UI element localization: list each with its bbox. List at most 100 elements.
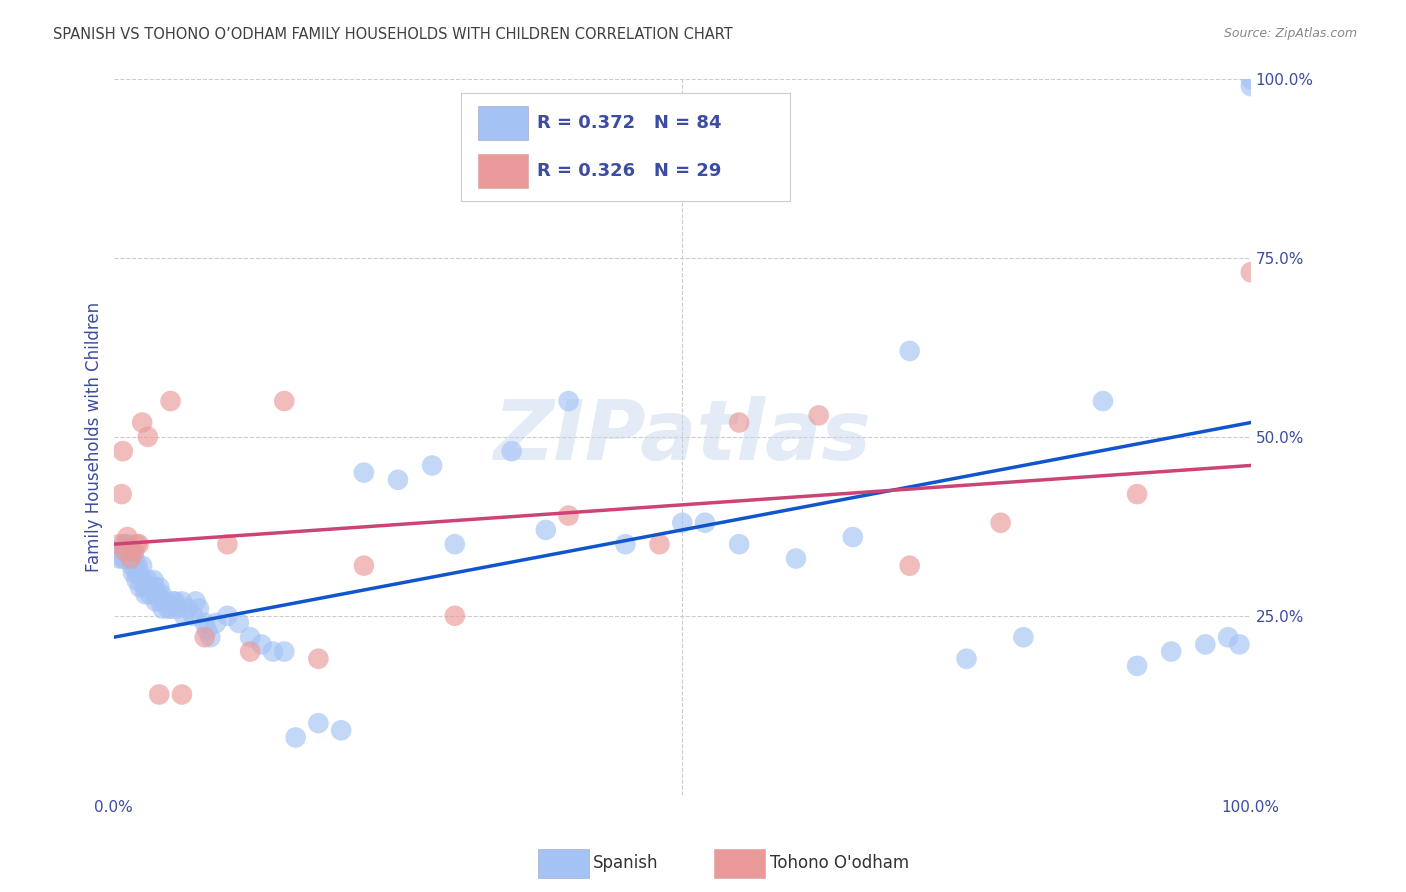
Point bbox=[273, 394, 295, 409]
Point bbox=[501, 444, 523, 458]
Point bbox=[131, 416, 153, 430]
Point bbox=[143, 580, 166, 594]
Point bbox=[125, 537, 148, 551]
Point bbox=[330, 723, 353, 738]
FancyBboxPatch shape bbox=[461, 94, 790, 201]
Point bbox=[217, 608, 239, 623]
Point bbox=[165, 594, 187, 608]
Point bbox=[124, 558, 146, 573]
Point bbox=[1012, 630, 1035, 644]
Point bbox=[807, 409, 830, 423]
Point bbox=[1240, 265, 1263, 279]
Point bbox=[165, 601, 187, 615]
Point bbox=[111, 551, 134, 566]
Point bbox=[898, 343, 921, 358]
Point bbox=[159, 394, 181, 409]
Point bbox=[728, 416, 751, 430]
Point bbox=[284, 731, 307, 745]
Point bbox=[307, 651, 329, 665]
Point bbox=[111, 444, 134, 458]
Point bbox=[194, 630, 217, 644]
Point bbox=[111, 487, 134, 501]
Point bbox=[128, 537, 150, 551]
Point bbox=[145, 594, 167, 608]
Point bbox=[444, 537, 467, 551]
Point bbox=[614, 537, 637, 551]
Text: R = 0.326   N = 29: R = 0.326 N = 29 bbox=[537, 161, 721, 179]
Point bbox=[262, 644, 284, 658]
Point bbox=[125, 573, 148, 587]
Point bbox=[205, 615, 228, 630]
Point bbox=[170, 594, 193, 608]
Point bbox=[117, 544, 139, 558]
Point bbox=[250, 637, 273, 651]
Point bbox=[162, 594, 184, 608]
Text: ZIPatlas: ZIPatlas bbox=[494, 396, 872, 477]
Point bbox=[128, 580, 150, 594]
Point bbox=[128, 566, 150, 580]
Point bbox=[148, 688, 170, 702]
Point bbox=[157, 601, 180, 615]
Point bbox=[120, 544, 142, 558]
Point bbox=[148, 580, 170, 594]
Point bbox=[122, 566, 145, 580]
Point bbox=[122, 544, 145, 558]
Point bbox=[1091, 394, 1114, 409]
Point bbox=[1240, 79, 1263, 94]
Point bbox=[273, 644, 295, 658]
Point bbox=[146, 587, 169, 601]
Point bbox=[150, 587, 173, 601]
Point bbox=[728, 537, 751, 551]
Text: SPANISH VS TOHONO O’ODHAM FAMILY HOUSEHOLDS WITH CHILDREN CORRELATION CHART: SPANISH VS TOHONO O’ODHAM FAMILY HOUSEHO… bbox=[53, 27, 733, 42]
FancyBboxPatch shape bbox=[478, 154, 527, 188]
Point bbox=[1216, 630, 1239, 644]
Point bbox=[152, 601, 174, 615]
Point bbox=[138, 580, 160, 594]
Point bbox=[173, 608, 195, 623]
Point bbox=[117, 530, 139, 544]
Point bbox=[136, 573, 159, 587]
Point bbox=[1229, 637, 1251, 651]
Point bbox=[112, 537, 135, 551]
FancyBboxPatch shape bbox=[478, 106, 527, 140]
Point bbox=[1160, 644, 1182, 658]
Point bbox=[353, 558, 375, 573]
Point bbox=[149, 594, 172, 608]
Point bbox=[1240, 72, 1263, 87]
Point bbox=[420, 458, 443, 473]
Point bbox=[121, 558, 143, 573]
Point bbox=[990, 516, 1012, 530]
Point bbox=[176, 601, 198, 615]
Point bbox=[131, 558, 153, 573]
Point bbox=[159, 601, 181, 615]
Point bbox=[353, 466, 375, 480]
Point bbox=[648, 537, 671, 551]
Point bbox=[120, 551, 142, 566]
Point bbox=[108, 551, 131, 566]
Point bbox=[239, 630, 262, 644]
Point bbox=[188, 601, 211, 615]
Point bbox=[139, 587, 162, 601]
Point bbox=[195, 623, 218, 637]
Point bbox=[114, 544, 136, 558]
Point bbox=[114, 537, 136, 551]
Point bbox=[1126, 487, 1149, 501]
Point bbox=[1194, 637, 1216, 651]
Y-axis label: Family Households with Children: Family Households with Children bbox=[86, 301, 103, 572]
Point bbox=[132, 573, 155, 587]
Point bbox=[142, 573, 165, 587]
Point bbox=[217, 537, 239, 551]
Point bbox=[693, 516, 716, 530]
Text: Tohono O'odham: Tohono O'odham bbox=[770, 855, 910, 872]
Point bbox=[184, 594, 207, 608]
Point bbox=[117, 537, 139, 551]
Point bbox=[842, 530, 865, 544]
Text: Source: ZipAtlas.com: Source: ZipAtlas.com bbox=[1223, 27, 1357, 40]
Point bbox=[671, 516, 693, 530]
Point bbox=[228, 615, 250, 630]
Point bbox=[307, 716, 329, 731]
Point bbox=[170, 688, 193, 702]
Point bbox=[114, 551, 136, 566]
Point bbox=[200, 630, 222, 644]
Point bbox=[108, 537, 131, 551]
